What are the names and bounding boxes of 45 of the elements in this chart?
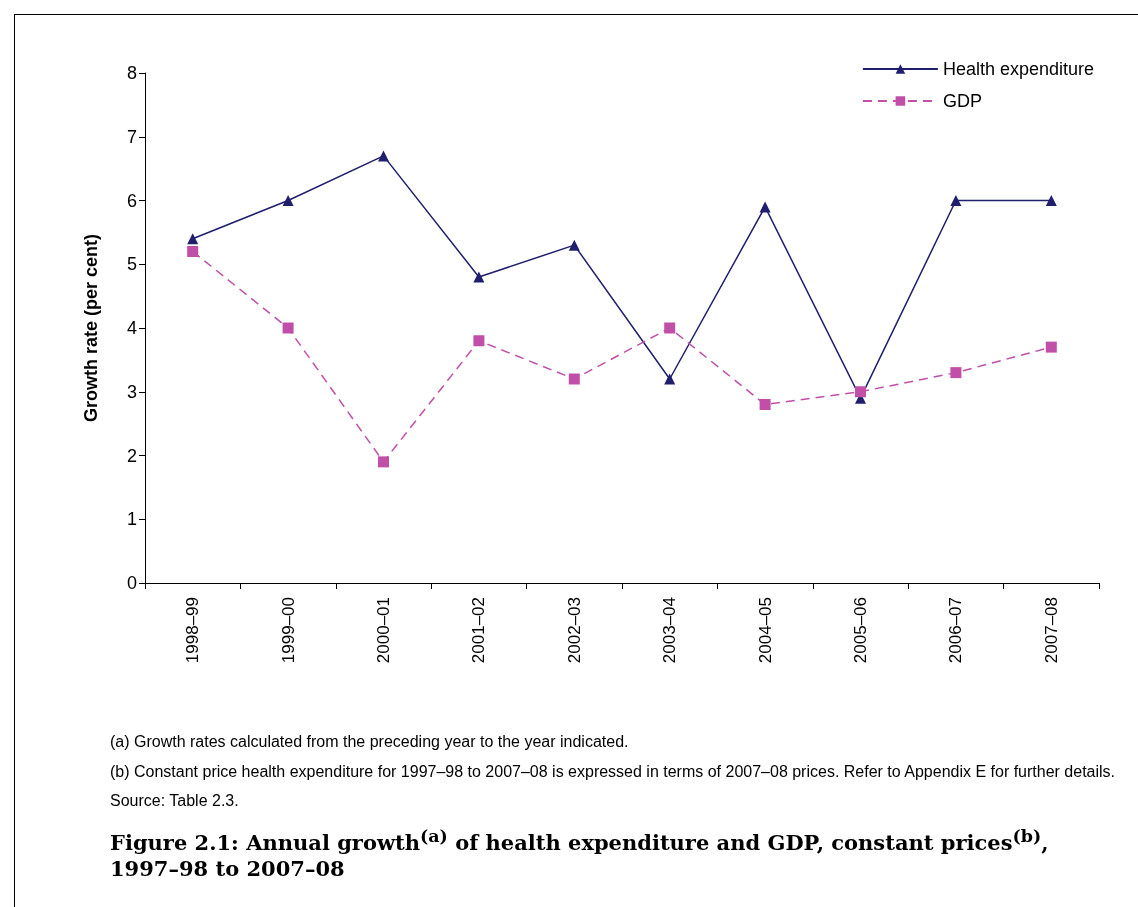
- point: [378, 456, 389, 468]
- x-tick-label: 2004–05: [755, 597, 775, 664]
- x-tick-label: 2002–03: [564, 597, 584, 664]
- x-tick-label: 2007–08: [1041, 597, 1061, 664]
- point: [473, 271, 485, 283]
- x-tick-label: 2001–02: [469, 597, 489, 664]
- y-tick-label: 1: [126, 509, 137, 530]
- y-tick-label: 2: [126, 445, 137, 466]
- y-tick-label: 5: [126, 254, 137, 275]
- point: [282, 322, 294, 334]
- point: [473, 335, 485, 347]
- x-tick-label: 2000–01: [374, 597, 393, 664]
- point: [950, 367, 962, 379]
- x-tick-label: 2005–06: [851, 597, 870, 664]
- text: (a) Growth rates calculated from the preceding year to the year indicated.: [110, 732, 630, 752]
- point: [378, 150, 389, 162]
- point: [187, 246, 199, 257]
- chart-title: Figure 2.1: Annual growth$^{(a)}$ of health expenditure and GDP, constant prices$^{(b)}$, 1997–98 to 2007–08: [110, 825, 1049, 882]
- point: [1045, 195, 1057, 206]
- point: [282, 195, 294, 206]
- point: [950, 195, 962, 206]
- x-tick-label: 1998–99: [183, 597, 203, 664]
- y-tick-label: 3: [126, 381, 137, 402]
- point: [664, 322, 676, 334]
- point: [664, 373, 676, 385]
- x-tick-label: 1999–00: [278, 597, 298, 664]
- y-tick-label: 0: [126, 573, 137, 593]
- text: (b) Constant price health expenditure for 1997–98 to 2007–08 is expressed in terms of 2007–08 prices. Refer to Appendix E for further details.: [110, 761, 1117, 782]
- point: [568, 373, 580, 385]
- source-note: Source: Table 2.3.: [110, 791, 240, 812]
- x-tick-label: 2003–04: [660, 597, 680, 664]
- y-tick-label: 6: [126, 190, 137, 211]
- point: [759, 201, 771, 213]
- x-tick-label: 2006–07: [946, 597, 966, 664]
- y-axis-title: Growth rate (per cent): [81, 233, 101, 423]
- legend-label: Health expenditure: [942, 59, 1095, 79]
- point: [1045, 341, 1057, 353]
- point: [187, 233, 199, 245]
- point: [855, 386, 866, 398]
- y-tick-label: 4: [126, 318, 137, 338]
- point: [568, 239, 580, 251]
- point: [759, 399, 771, 410]
- legend-label: GDP: [942, 91, 982, 111]
- y-tick-label: 7: [126, 126, 137, 147]
- y-tick-label: 8: [126, 63, 137, 83]
